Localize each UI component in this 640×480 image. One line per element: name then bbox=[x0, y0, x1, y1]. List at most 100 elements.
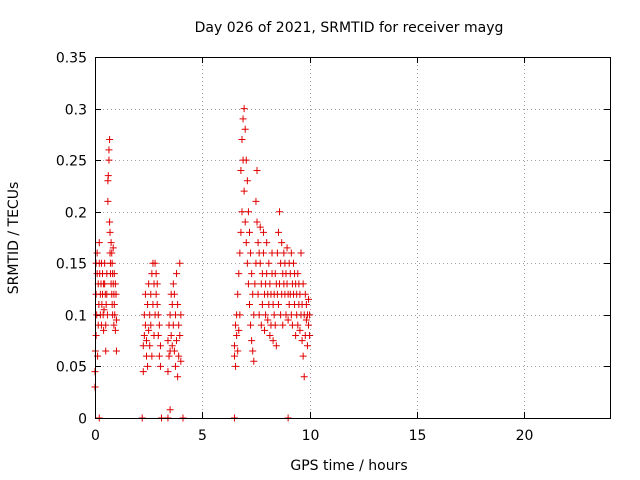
data-point bbox=[294, 321, 302, 329]
data-point bbox=[232, 362, 240, 370]
tick-labels: 0 0.05 0.1 0.15 0.2 0.25 0.3 0.35 0 5 10 15 20 bbox=[56, 51, 534, 445]
data-point bbox=[266, 280, 274, 288]
data-point bbox=[257, 321, 265, 329]
y-tick-label: 0.25 bbox=[56, 154, 87, 170]
data-point bbox=[102, 347, 110, 355]
data-point bbox=[287, 249, 295, 257]
x-axis-label: GPS time / hours bbox=[290, 458, 407, 474]
data-point bbox=[280, 249, 288, 257]
data-point bbox=[248, 270, 256, 278]
data-point bbox=[292, 331, 300, 339]
data-point bbox=[265, 259, 273, 267]
data-point bbox=[248, 337, 256, 345]
y-tick-label: 0.05 bbox=[56, 360, 87, 376]
data-point bbox=[177, 311, 185, 319]
data-point bbox=[154, 331, 162, 339]
data-point bbox=[171, 362, 179, 370]
data-point bbox=[254, 290, 262, 298]
data-point bbox=[106, 228, 114, 236]
data-point bbox=[111, 326, 119, 334]
data-point bbox=[246, 301, 253, 309]
data-point bbox=[104, 172, 112, 180]
data-point bbox=[173, 337, 181, 345]
data-point bbox=[241, 218, 249, 226]
data-point bbox=[173, 270, 181, 278]
data-point bbox=[250, 357, 258, 365]
data-point bbox=[238, 136, 246, 144]
data-point bbox=[249, 347, 257, 355]
data-point bbox=[271, 270, 279, 278]
data-point bbox=[256, 259, 264, 267]
data-point bbox=[105, 156, 113, 164]
data-point bbox=[140, 331, 148, 339]
data-point bbox=[168, 342, 176, 350]
data-point bbox=[148, 352, 156, 360]
data-point bbox=[306, 331, 314, 339]
data-point bbox=[110, 301, 118, 309]
data-point bbox=[242, 239, 250, 247]
data-point bbox=[254, 239, 262, 247]
data-point bbox=[303, 342, 311, 350]
data-point bbox=[262, 311, 270, 319]
data-point bbox=[244, 208, 252, 216]
data-point bbox=[102, 301, 110, 309]
data-point bbox=[296, 326, 304, 334]
x-tick-label: 15 bbox=[409, 428, 427, 444]
data-point bbox=[110, 321, 118, 329]
data-point bbox=[107, 239, 115, 247]
data-point bbox=[112, 290, 120, 298]
data-point bbox=[297, 249, 305, 257]
data-point bbox=[175, 352, 183, 360]
data-point bbox=[105, 146, 113, 154]
data-point bbox=[270, 311, 278, 319]
data-point bbox=[170, 347, 178, 355]
data-point bbox=[146, 342, 154, 350]
data-point bbox=[153, 301, 161, 309]
x-tick-label: 0 bbox=[91, 428, 100, 444]
y-tick-label: 0 bbox=[78, 412, 87, 428]
data-point bbox=[139, 342, 147, 350]
data-point bbox=[247, 249, 255, 257]
data-point bbox=[240, 105, 248, 113]
data-point bbox=[152, 270, 160, 278]
y-tick-label: 0.1 bbox=[65, 309, 87, 325]
data-point bbox=[239, 115, 247, 123]
data-point bbox=[283, 244, 291, 252]
data-point bbox=[274, 228, 282, 236]
y-tick-label: 0.3 bbox=[65, 103, 87, 119]
data-point bbox=[106, 218, 114, 226]
data-point bbox=[153, 280, 161, 288]
data-point bbox=[164, 368, 172, 376]
data-point bbox=[143, 337, 150, 345]
data-point bbox=[155, 321, 163, 329]
data-point bbox=[252, 197, 260, 205]
data-point bbox=[237, 228, 245, 236]
data-point bbox=[306, 311, 314, 319]
data-point bbox=[139, 368, 147, 376]
data-point bbox=[238, 208, 246, 216]
x-tick-label: 5 bbox=[198, 428, 207, 444]
data-point bbox=[230, 342, 238, 350]
data-point bbox=[100, 326, 108, 334]
data-point bbox=[302, 316, 310, 324]
data-point bbox=[166, 406, 174, 414]
data-point bbox=[230, 352, 238, 360]
data-point bbox=[243, 177, 251, 185]
data-point bbox=[259, 249, 267, 257]
data-point bbox=[102, 321, 110, 329]
data-point bbox=[165, 352, 173, 360]
y-axis-label: SRMTID / TECUs bbox=[6, 182, 22, 295]
data-point bbox=[271, 321, 279, 329]
data-point bbox=[259, 228, 267, 236]
data-point bbox=[298, 337, 306, 345]
data-point bbox=[100, 306, 108, 314]
data-point bbox=[234, 347, 242, 355]
data-point bbox=[300, 373, 308, 381]
data-point bbox=[176, 259, 184, 267]
data-point bbox=[110, 270, 118, 278]
data-point bbox=[175, 321, 183, 329]
data-point bbox=[244, 280, 252, 288]
data-point bbox=[101, 280, 109, 288]
grid-lines bbox=[95, 57, 610, 418]
data-point bbox=[299, 280, 307, 288]
